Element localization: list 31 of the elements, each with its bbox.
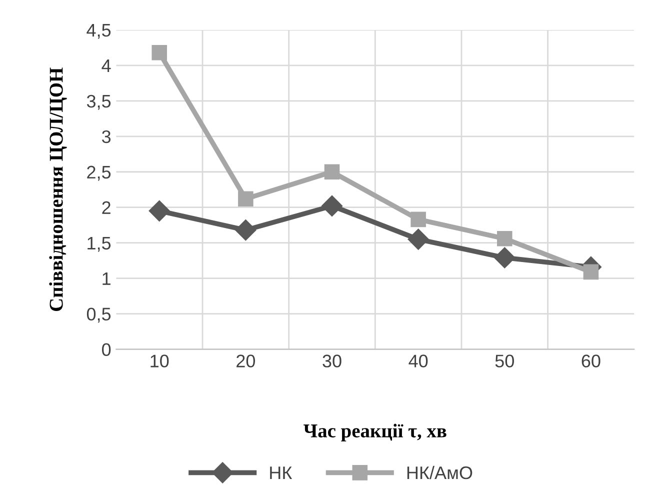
y-tick-label: 4,5 [86,24,111,39]
y-tick-label: 0,5 [86,308,111,323]
point [321,195,343,216]
point [408,228,429,250]
point [152,45,167,60]
y-axis-title: Співвідношення ЦОЛ/ЦОН [49,68,67,311]
y-tick-label: 0 [102,343,111,356]
point [235,220,256,241]
x-tick-label: 20 [236,354,256,368]
point [583,264,599,280]
legend-label: НК/АмО [407,466,472,480]
y-tick-label: 4 [102,60,111,72]
y-tick-label: 1 [102,272,110,285]
x-tick-label: 60 [582,354,600,368]
x-tick-label: 30 [322,354,342,368]
point [148,200,170,222]
x-tick-label: 10 [150,354,169,368]
point [238,191,254,206]
y-tick-label: 2 [102,201,110,214]
point [494,247,516,268]
point [324,164,340,180]
point [497,230,512,246]
y-tick-label: 3,5 [86,94,111,110]
y-tick-label: 1,5 [88,236,111,252]
x-tick-label: 50 [495,354,514,368]
x-tick-label: 40 [408,354,428,368]
y-tick-label: 3 [102,130,111,144]
y-tick-label: 2,5 [87,166,111,181]
point [410,212,426,228]
x-axis-title: Час реакції τ, хв [304,424,446,442]
legend-label: НК [270,466,292,480]
